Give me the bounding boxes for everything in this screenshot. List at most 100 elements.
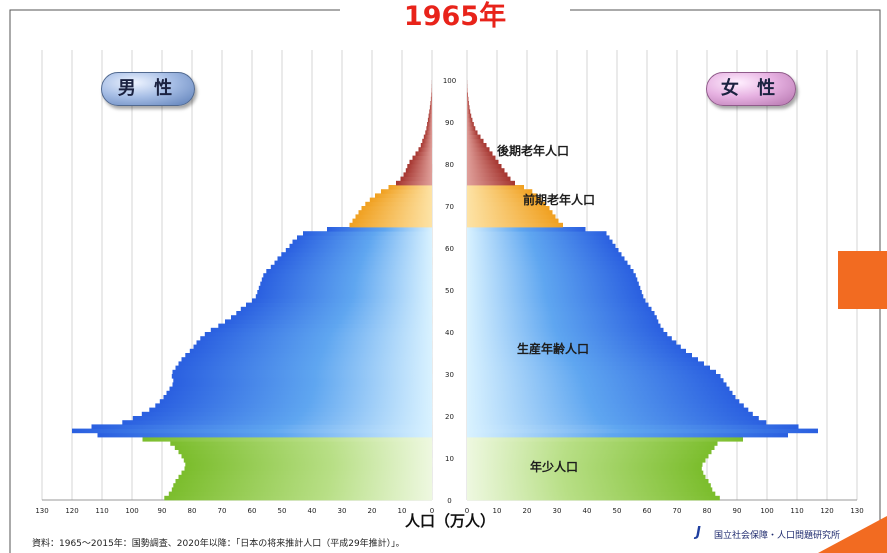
female-bar-age-88 [467, 126, 476, 131]
male-bar-age-59 [285, 248, 433, 253]
label-young-old: 前期老年人口 [523, 193, 596, 207]
female-bar-age-65 [467, 222, 563, 228]
male-bar-age-94 [430, 101, 432, 106]
male-bar-age-55 [270, 264, 433, 270]
female-bar-age-45 [467, 306, 652, 312]
population-tick-label: 90 [158, 507, 167, 515]
male-bar-age-28 [173, 378, 433, 383]
male-bar-age-90 [427, 117, 432, 123]
male-bar-age-93 [429, 105, 432, 110]
female-bar-age-37 [467, 340, 677, 345]
population-tick-label: 110 [95, 507, 108, 515]
female-bar-age-57 [467, 256, 625, 261]
female-bar-age-62 [467, 235, 610, 240]
population-tick-label: 0 [430, 507, 434, 515]
female-bar-age-90 [467, 117, 473, 123]
male-bar-age-6 [181, 470, 432, 476]
male-bar-age-73 [381, 189, 432, 194]
female-bar-age-71 [467, 197, 542, 203]
female-bar-age-93 [467, 105, 470, 110]
female-bar-age-94 [467, 101, 469, 106]
male-bar-age-35 [189, 348, 433, 354]
population-tick-label: 0 [465, 507, 469, 515]
male-bar-age-79 [407, 164, 433, 169]
female-label: 女 性 [706, 72, 796, 106]
female-bar-age-75 [467, 180, 515, 186]
female-bar-age-47 [467, 298, 646, 303]
female-bar-age-35 [467, 348, 686, 354]
male-bar-age-66 [352, 218, 432, 224]
male-bar-age-39 [204, 332, 433, 337]
female-bar-age-79 [467, 164, 502, 169]
male-bar-age-86 [423, 134, 433, 140]
female-bar-age-66 [467, 218, 559, 224]
male-bar-age-36 [193, 344, 432, 350]
male-bar-age-87 [425, 130, 433, 135]
population-tick-label: 60 [643, 507, 652, 515]
female-bar-age-38 [467, 336, 672, 341]
population-tick-label: 30 [553, 507, 562, 515]
population-axis: 130 120 110 100 90 80 70 60 50 40 30 20 10 0 0 10 20 30 40… [35, 507, 863, 515]
female-bar-age-6 [467, 470, 704, 476]
female-bar-age-92 [467, 109, 471, 114]
female-bar-age-33 [467, 357, 698, 362]
female-bar-age-80 [467, 159, 499, 165]
male-bar-age-38 [200, 336, 433, 341]
female-bar-age-14 [467, 437, 743, 442]
population-tick-label: 90 [733, 507, 742, 515]
male-bar-age-49 [257, 290, 433, 295]
female-bar-age-73 [467, 189, 533, 194]
male-bar-age-2 [171, 487, 433, 492]
female-bar-age-32 [467, 361, 704, 366]
female-bar-age-52 [467, 277, 638, 282]
male-bar-age-4 [175, 479, 432, 484]
female-bar-age-86 [467, 134, 481, 140]
male-bar-age-20 [141, 411, 433, 417]
male-bar-age-83 [418, 147, 432, 152]
male-bar-age-69 [361, 206, 432, 211]
age-tick-label: 30 [445, 371, 454, 379]
population-tick-label: 50 [613, 507, 622, 515]
male-bar-age-34 [185, 353, 433, 358]
age-tick-label: 100 [443, 77, 456, 85]
female-bar-age-46 [467, 302, 649, 308]
female-bar-age-81 [467, 155, 496, 161]
male-bar-age-72 [375, 193, 432, 198]
female-bar-age-61 [467, 239, 613, 245]
male-bar-age-64 [327, 227, 432, 232]
male-bar-age-24 [163, 395, 432, 400]
male-bar-age-15 [97, 432, 432, 438]
male-bar-age-50 [258, 285, 433, 291]
female-bar-age-30 [467, 369, 716, 375]
female-bar-age-1 [467, 491, 716, 497]
population-tick-label: 130 [850, 507, 863, 515]
male-bar-age-56 [274, 260, 432, 266]
male-bar-age-0 [164, 495, 433, 501]
female-bar-age-95 [467, 96, 469, 102]
female-bar-age-4 [467, 479, 709, 484]
female-bar-age-29 [467, 374, 721, 379]
label-old-old: 後期老年人口 [497, 144, 570, 158]
population-tick-label: 10 [493, 507, 502, 515]
male-bar-age-80 [409, 159, 432, 165]
male-bar-age-92 [429, 109, 432, 114]
female-bar-age-20 [467, 411, 753, 417]
female-bar-age-59 [467, 248, 619, 253]
population-tick-label: 10 [398, 507, 407, 515]
male-bar-age-54 [266, 269, 433, 274]
male-bar-age-45 [240, 306, 433, 312]
female-bar-age-21 [467, 407, 749, 413]
institute-logo-icon: J [696, 525, 701, 540]
female-bar-age-63 [467, 231, 607, 236]
male-bar-age-61 [292, 239, 432, 245]
female-bar-age-84 [467, 143, 487, 148]
population-tick-label: 20 [368, 507, 377, 515]
age-tick-label: 70 [445, 203, 454, 211]
female-bars [467, 80, 818, 501]
male-bar-age-29 [171, 374, 433, 379]
female-bar-age-16 [467, 428, 818, 434]
male-bar-age-85 [422, 138, 433, 144]
male-bar-age-14 [142, 437, 432, 442]
female-bar-age-97 [467, 88, 468, 93]
male-bar-age-96 [431, 92, 433, 98]
